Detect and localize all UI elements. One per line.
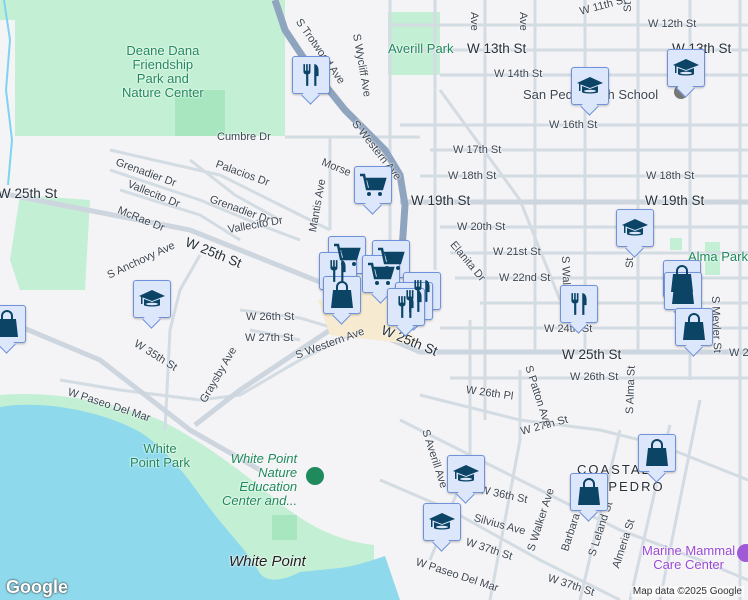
park-label: Deane Dana Friendship Park and Nature Ce… <box>122 43 204 100</box>
park-label: Averill Park <box>388 41 454 56</box>
ocean <box>0 404 400 600</box>
school-marker[interactable] <box>423 503 461 541</box>
roads <box>59 0 748 600</box>
shopping-bag-marker[interactable] <box>570 473 608 511</box>
restaurant-marker[interactable] <box>560 285 598 323</box>
street-label: W 18th St <box>448 170 497 182</box>
poi-pin-icon <box>737 544 748 562</box>
street-label: W 25th St <box>562 347 622 362</box>
park-label: White Point Park <box>130 441 190 470</box>
street-label: Cumbre Dr <box>217 131 271 143</box>
map-attribution[interactable]: Map data ©2025 Google <box>630 586 744 597</box>
school-marker[interactable] <box>447 455 485 493</box>
street-label: S Alma St <box>624 365 638 415</box>
street-label: W 22nd St <box>499 272 551 284</box>
restaurant-marker[interactable] <box>387 288 425 326</box>
school-icon <box>672 56 700 80</box>
shopping-bag-icon <box>670 277 696 305</box>
school-icon <box>621 216 649 240</box>
place-label: White Point <box>229 553 306 570</box>
school-icon <box>576 74 604 98</box>
google-logo: Google <box>6 577 68 597</box>
shopping-bag-marker[interactable] <box>0 305 26 343</box>
restaurant-icon <box>325 258 351 284</box>
street-label: W 14th St <box>494 68 543 80</box>
restaurant-marker[interactable] <box>292 56 330 94</box>
street-label: W 16th St <box>549 119 598 131</box>
school-marker[interactable] <box>616 209 654 247</box>
shopping-bag-icon <box>644 439 670 467</box>
street-label: St <box>624 257 636 268</box>
school-icon <box>452 462 480 486</box>
street-label: W 25th St <box>0 186 58 201</box>
street-label: W 26th St <box>246 311 295 323</box>
shopping-cart-marker[interactable] <box>362 255 400 293</box>
street-label: W 18th St <box>646 170 695 182</box>
school-marker[interactable] <box>133 280 171 318</box>
shopping-bag-marker[interactable] <box>638 434 676 472</box>
park-pin-icon <box>306 467 324 485</box>
street-label: W 17th St <box>453 144 502 156</box>
street-label: W 13th St <box>467 41 527 56</box>
park-label: White Point Nature Education Center and.… <box>222 451 298 508</box>
shopping-bag-icon <box>329 281 355 309</box>
school-marker[interactable] <box>571 67 609 105</box>
restaurant-marker[interactable] <box>403 272 441 310</box>
shopping-cart-icon <box>377 246 405 272</box>
restaurant-icon <box>298 62 324 88</box>
street-label: W 26th St <box>570 371 619 383</box>
shopping-cart-marker[interactable] <box>354 166 392 204</box>
school-marker[interactable] <box>667 49 705 87</box>
street-label: St <box>622 1 634 12</box>
street-label: W 19th St <box>411 193 471 208</box>
street-label: W 27th St <box>245 332 294 344</box>
shopping-bag-marker[interactable] <box>675 308 713 346</box>
street-label: Ave <box>517 12 529 31</box>
school-icon <box>138 287 166 311</box>
street-label: W 19th St <box>645 193 705 208</box>
restaurant-icon <box>393 294 419 320</box>
shopping-cart-icon <box>367 261 395 287</box>
street-label: W 20th St <box>457 221 506 233</box>
poi-label: Marine Mammal Care Center <box>642 543 736 572</box>
shopping-cart-icon <box>359 172 387 198</box>
shopping-bag-icon <box>0 310 20 338</box>
street-label: W 2 <box>729 347 748 359</box>
shopping-bag-marker[interactable] <box>664 272 702 310</box>
shopping-bag-icon <box>681 313 707 341</box>
shopping-bag-icon <box>576 478 602 506</box>
street-label: W 12th St <box>648 18 697 30</box>
street-label: Ave <box>468 12 480 31</box>
shopping-bag-marker[interactable] <box>323 276 361 314</box>
school-icon <box>428 510 456 534</box>
restaurant-icon <box>566 291 592 317</box>
street-label: W 21st St <box>493 246 541 258</box>
